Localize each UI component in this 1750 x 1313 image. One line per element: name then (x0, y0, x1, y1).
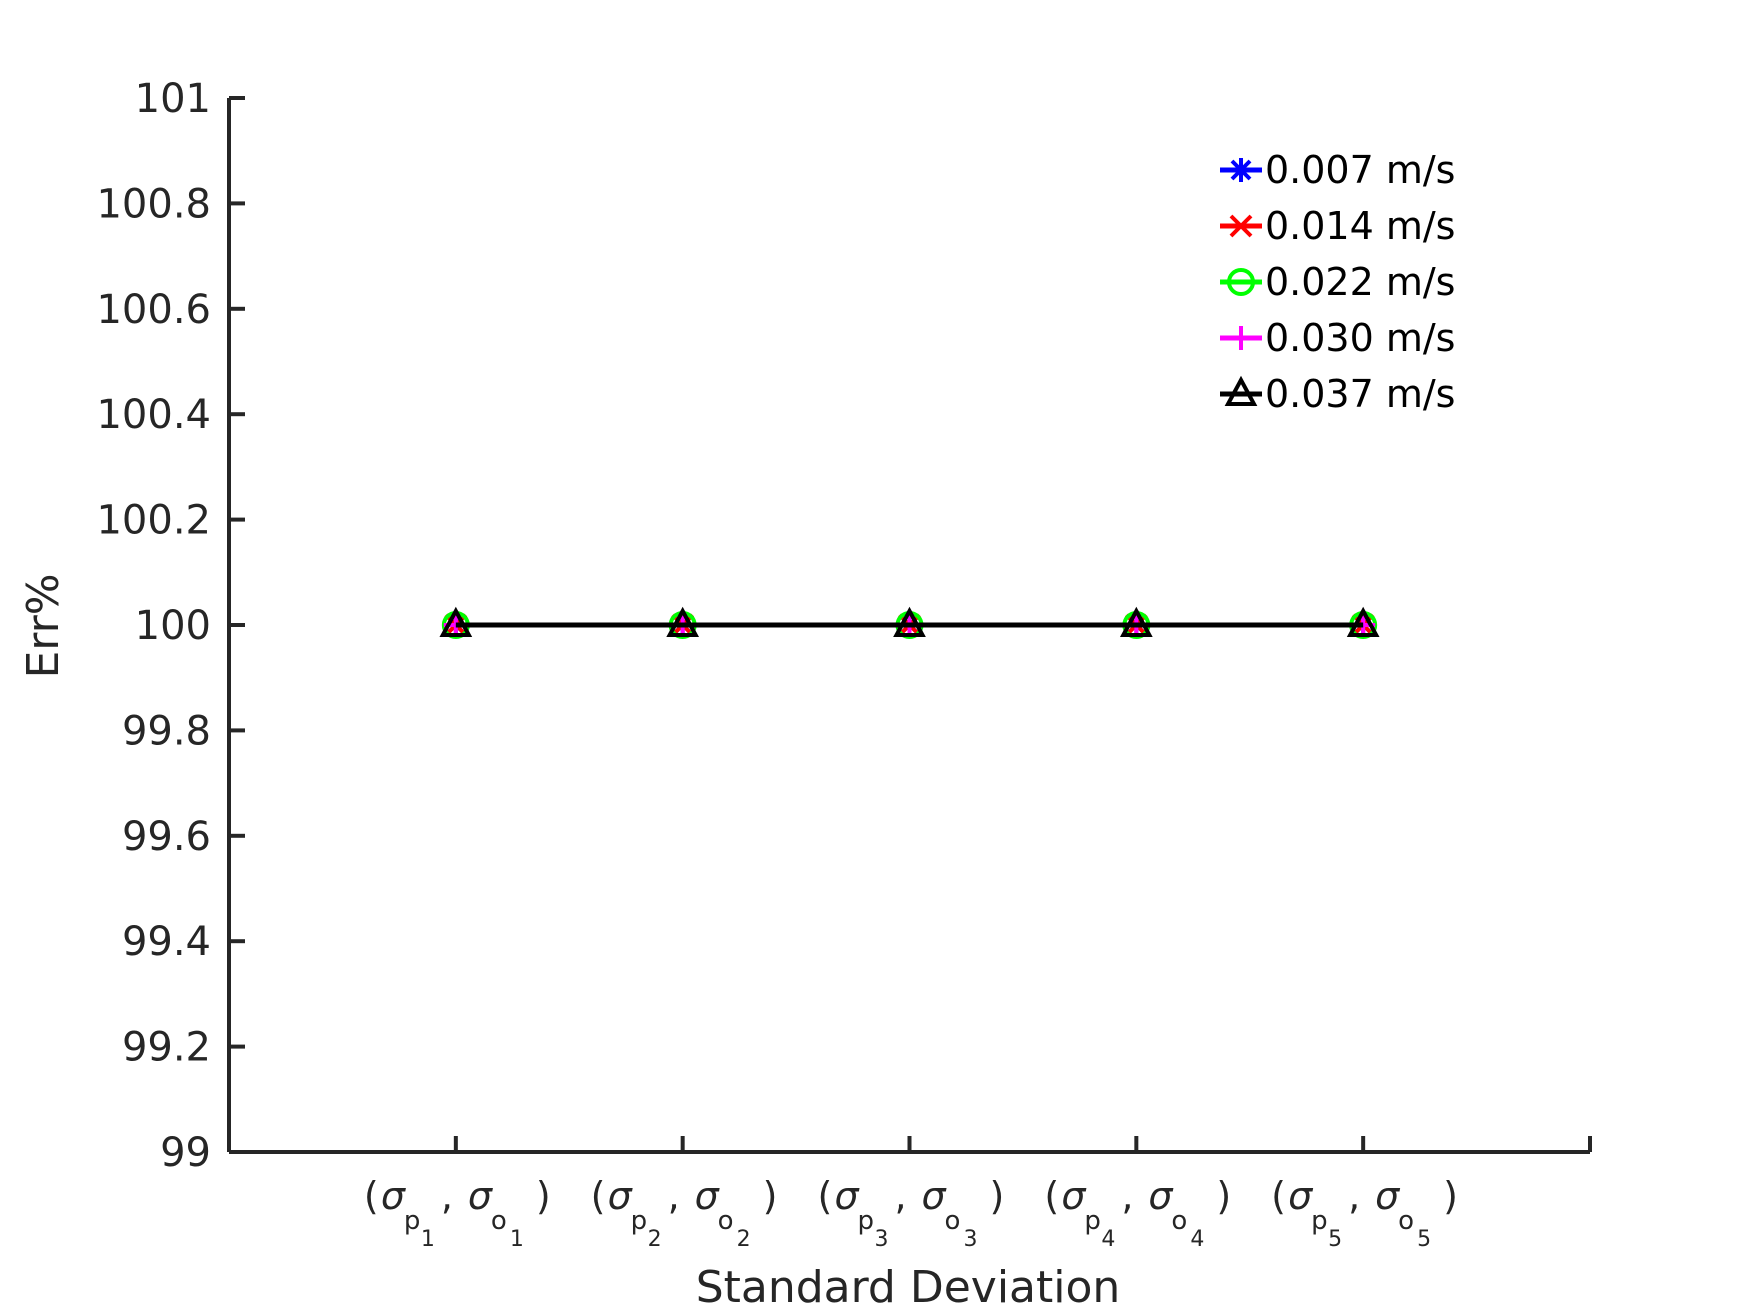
x-tick-label-part: ( (1044, 1174, 1059, 1218)
x-tick-label-part: , (1121, 1174, 1133, 1218)
x-tick-label-part: σ (1148, 1174, 1174, 1218)
x-tick-label-part: σ (695, 1174, 721, 1218)
x-tick-label-part: , (1348, 1174, 1360, 1218)
legend-item: 0.014 m/s (1220, 204, 1455, 248)
x-tick-label-part: , (895, 1174, 907, 1218)
x-tick-label-part: 5 (1328, 1227, 1342, 1252)
y-tick-label: 100.8 (96, 181, 211, 227)
y-tick-label: 99.6 (122, 814, 211, 860)
x-tick-label: (σp1, σo1) (364, 1174, 551, 1252)
x-tick-label-part: o (1171, 1206, 1187, 1236)
x-tick-label-part: ) (763, 1174, 778, 1218)
x-tick-label-part: o (945, 1206, 961, 1236)
x-tick-label-part: 3 (964, 1227, 978, 1252)
y-tick-label: 99.4 (122, 919, 211, 965)
x-tick-label-part: 4 (1190, 1227, 1204, 1252)
x-axis-ticks: (σp1, σo1)(σp2, σo2)(σp3, σo3)(σp4, σo4)(σp5… (364, 1136, 1458, 1252)
x-tick-label: (σp2, σo2) (591, 1174, 778, 1252)
data-point (666, 606, 700, 637)
x-tick-label-part: σ (381, 1174, 407, 1218)
x-tick-label-part: σ (1061, 1174, 1087, 1218)
x-tick-label-part: 2 (648, 1227, 662, 1252)
legend-marker (1229, 158, 1253, 182)
x-tick-label-part: p (404, 1206, 421, 1236)
legend-label: 0.022 m/s (1265, 260, 1455, 304)
x-axis-title: Standard Deviation (696, 1262, 1121, 1313)
y-tick-label: 100.4 (96, 392, 211, 438)
legend-item: 0.037 m/s (1220, 372, 1455, 416)
legend-item: 0.007 m/s (1220, 148, 1455, 192)
legend-marker (1229, 326, 1253, 350)
legend-label: 0.014 m/s (1265, 204, 1455, 248)
x-tick-label-part: 1 (421, 1227, 435, 1252)
x-tick-label: (σp5, σo5) (1271, 1174, 1458, 1252)
legend-marker (1229, 214, 1253, 238)
data-point (1346, 606, 1380, 637)
legend-label: 0.037 m/s (1265, 372, 1455, 416)
x-tick-label-part: ) (536, 1174, 551, 1218)
legend: 0.007 m/s 0.014 m/s 0.022 m/s 0.030 m/s 0.03… (1220, 148, 1455, 416)
legend-marker (1227, 268, 1255, 296)
x-tick-label-part: ) (990, 1174, 1005, 1218)
y-tick-label: 99 (160, 1130, 211, 1176)
x-tick-label-part: 1 (510, 1227, 524, 1252)
legend-label: 0.007 m/s (1265, 148, 1455, 192)
y-tick-label: 100.6 (96, 287, 211, 333)
y-axis-ticks: 99 99.2 99.4 99.6 99.8 100 100.2 100.4 100.6 100.… (96, 76, 245, 1176)
x-tick-label-part: 3 (875, 1227, 889, 1252)
x-tick-label-part: p (858, 1206, 875, 1236)
x-tick-label-part: ) (1216, 1174, 1231, 1218)
x-tick-label-part: σ (608, 1174, 634, 1218)
x-tick-label-part: σ (922, 1174, 948, 1218)
x-tick-label-part: ( (591, 1174, 606, 1218)
x-tick-label-part: σ (1288, 1174, 1314, 1218)
legend-item: 0.030 m/s (1220, 316, 1455, 360)
series-5 (439, 606, 1380, 637)
x-tick-label-part: σ (835, 1174, 861, 1218)
legend-label: 0.030 m/s (1265, 316, 1455, 360)
x-tick-label-part: ) (1443, 1174, 1458, 1218)
y-tick-label: 99.2 (122, 1025, 211, 1071)
data-point (1119, 606, 1153, 637)
x-tick-label-part: o (491, 1206, 507, 1236)
x-tick-label-part: , (441, 1174, 453, 1218)
y-tick-label: 100.2 (96, 498, 211, 544)
x-tick-label: (σp4, σo4) (1044, 1174, 1231, 1252)
y-tick-label: 100 (135, 603, 211, 649)
x-tick-label: (σp3, σo3) (818, 1174, 1005, 1252)
data-point (439, 606, 473, 637)
x-tick-label-part: o (718, 1206, 734, 1236)
x-tick-label-part: , (668, 1174, 680, 1218)
x-tick-label-part: 4 (1101, 1227, 1115, 1252)
x-tick-label-part: p (1311, 1206, 1328, 1236)
y-tick-label: 99.8 (122, 708, 211, 754)
x-tick-label-part: ( (1271, 1174, 1286, 1218)
legend-item: 0.022 m/s (1220, 260, 1455, 304)
y-axis-title: Err% (18, 573, 69, 678)
x-tick-label-part: p (631, 1206, 648, 1236)
x-tick-label-part: o (1398, 1206, 1414, 1236)
legend-marker (1224, 375, 1258, 406)
x-tick-label-part: p (1084, 1206, 1101, 1236)
x-tick-label-part: 5 (1417, 1227, 1431, 1252)
x-tick-label-part: σ (468, 1174, 494, 1218)
x-tick-label-part: σ (1375, 1174, 1401, 1218)
series-group (439, 606, 1380, 639)
x-tick-label-part: 2 (737, 1227, 751, 1252)
data-point (893, 606, 926, 637)
x-tick-label-part: ( (364, 1174, 379, 1218)
y-tick-label: 101 (135, 76, 211, 122)
x-tick-label-part: ( (818, 1174, 833, 1218)
